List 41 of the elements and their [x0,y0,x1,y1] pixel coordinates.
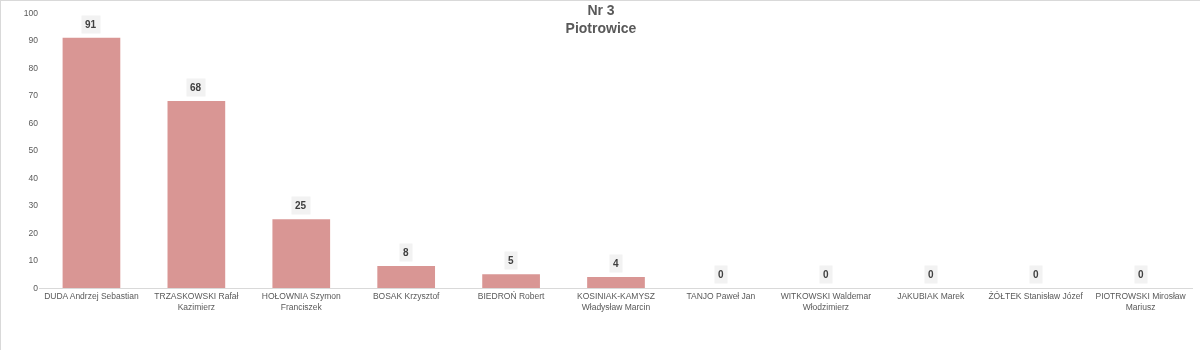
x-tick-label: JAKUBIAK Marek [897,291,966,302]
x-tick-label: BOSAK Krzysztof [372,291,441,302]
y-tick-label: 100 [23,7,39,18]
y-tick-label: 70 [28,90,39,101]
x-tick-label: DUDA Andrzej Sebastian [44,291,139,302]
y-tick-label: 0 [33,282,39,293]
x-tick-label: PIOTROWSKI Mirosław Mariusz [1095,291,1187,313]
y-tick-label: 20 [28,227,39,238]
data-label: 5 [508,255,514,266]
bar [377,266,436,288]
bar [587,277,645,288]
x-tick-label: ŻÓŁTEK Stanisław Józef [988,291,1084,302]
y-tick-label: 90 [28,35,39,46]
y-tick-label: 10 [28,255,39,266]
data-label: 0 [1138,269,1144,280]
data-label: 4 [613,258,619,269]
data-label: 68 [190,82,202,93]
data-label: 8 [403,247,409,258]
bar [272,219,331,288]
bar [167,101,226,288]
data-label: 0 [928,269,934,280]
data-label: 0 [718,269,724,280]
data-label: 0 [1033,269,1039,280]
data-label: 25 [295,200,307,211]
x-tick-label: BIEDROŃ Robert [477,291,546,302]
x-tick-label: TRZASKOWSKI Rafał Kazimierz [154,291,239,313]
x-tick-label: KOSINIAK-KAMYSZ Władysław Marcin [577,291,655,313]
chart-title: Nr 3 [587,2,615,18]
data-label: 0 [823,269,829,280]
y-tick-label: 50 [28,145,39,156]
y-tick-label: 80 [28,62,39,73]
y-tick-label: 60 [28,117,39,128]
data-label: 91 [85,19,97,30]
x-tick-label: HOŁOWNIA Szymon Franciszek [261,291,341,313]
x-tick-label: WITKOWSKI Waldemar Włodzimierz [780,291,872,313]
bar [62,37,121,288]
y-tick-label: 30 [28,200,39,211]
y-tick-label: 40 [28,172,39,183]
x-tick-label: TANJO Paweł Jan [686,291,756,302]
bar [482,274,540,288]
text: Piotrowice [565,20,637,37]
